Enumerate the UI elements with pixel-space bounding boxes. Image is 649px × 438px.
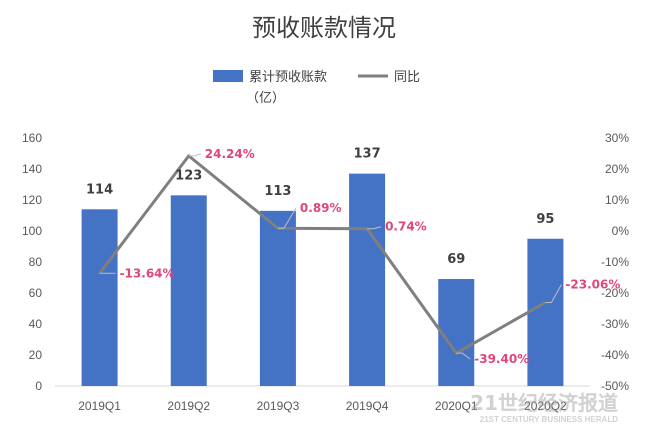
bar bbox=[259, 210, 296, 386]
line-data-label: 24.24% bbox=[205, 147, 255, 161]
x-tick-label: 2019Q1 bbox=[78, 399, 121, 413]
legend-label-bar: 累计预收账款 bbox=[249, 70, 327, 85]
y-left-tick-label: 20 bbox=[29, 348, 43, 362]
y-right-tick-label: 10% bbox=[605, 193, 629, 207]
bar-data-label: 137 bbox=[354, 147, 381, 162]
bar bbox=[81, 209, 118, 386]
y-left-tick-label: 160 bbox=[22, 131, 42, 145]
leader-line bbox=[367, 226, 382, 230]
y-left-tick-label: 60 bbox=[29, 286, 43, 300]
bar-series bbox=[81, 173, 564, 386]
leader-line bbox=[277, 207, 297, 229]
line-data-label: -13.64% bbox=[120, 266, 175, 280]
line-data-label: 0.74% bbox=[385, 220, 427, 234]
bar-data-label: 69 bbox=[447, 252, 465, 267]
bar bbox=[349, 173, 386, 386]
legend: 累计预收账款 （亿） 同比 bbox=[213, 70, 420, 106]
x-tick-label: 2020Q2 bbox=[524, 399, 567, 413]
watermark-subtext: 21ST CENTURY BUSINESS HERALD bbox=[480, 415, 618, 424]
line-data-label: -23.06% bbox=[565, 277, 620, 291]
y-right-tick-label: 30% bbox=[605, 131, 629, 145]
legend-swatch-bar bbox=[213, 70, 243, 82]
chart-title: 预收账款情况 bbox=[252, 14, 396, 42]
axes: 0 20 40 60 80 100 120 140 160 -50% -40% -30% -20% -10… bbox=[22, 131, 629, 413]
bar bbox=[527, 238, 564, 386]
y-left-tick-label: 100 bbox=[22, 224, 42, 238]
bar-data-label: 114 bbox=[86, 182, 113, 197]
y-right-tick-label: 0% bbox=[612, 224, 630, 238]
bar-data-label: 123 bbox=[175, 168, 202, 183]
yoy-line bbox=[98, 154, 547, 355]
legend-label-bar-unit: （亿） bbox=[246, 91, 285, 106]
line-data-label: 0.89% bbox=[300, 201, 342, 215]
y-right-tick-label: -50% bbox=[601, 379, 629, 393]
leader-line bbox=[456, 352, 471, 360]
bar-data-label: 95 bbox=[536, 212, 554, 227]
leader-line bbox=[545, 284, 562, 303]
x-tick-label: 2019Q3 bbox=[257, 399, 300, 413]
y-left-tick-label: 80 bbox=[29, 255, 43, 269]
y-right-tick-label: 20% bbox=[605, 162, 629, 176]
y-left-tick-label: 120 bbox=[22, 193, 42, 207]
y-left-tick-label: 0 bbox=[35, 379, 42, 393]
bar-data-label: 113 bbox=[264, 184, 291, 199]
y-right-tick-label: -20% bbox=[601, 286, 629, 300]
line-data-label: -39.40% bbox=[474, 352, 529, 366]
y-left-tick-label: 140 bbox=[22, 162, 42, 176]
x-tick-label: 2019Q4 bbox=[346, 399, 389, 413]
watermark-text: 21世纪经济报道 bbox=[470, 391, 618, 415]
y-right-tick-label: -10% bbox=[601, 255, 629, 269]
x-tick-label: 2019Q2 bbox=[167, 399, 210, 413]
bar bbox=[438, 279, 475, 386]
data-labels: 114 123 113 137 69 95 -13.64% 24.24% 0.89% 0.74% -… bbox=[86, 147, 620, 366]
y-right-tick-label: -30% bbox=[601, 317, 629, 331]
y-right-tick-label: -40% bbox=[601, 348, 629, 362]
x-tick-label: 2020Q1 bbox=[435, 399, 478, 413]
y-left-tick-label: 40 bbox=[29, 317, 43, 331]
bar bbox=[170, 195, 207, 386]
leader-line bbox=[188, 153, 201, 157]
legend-label-line: 同比 bbox=[394, 70, 420, 85]
